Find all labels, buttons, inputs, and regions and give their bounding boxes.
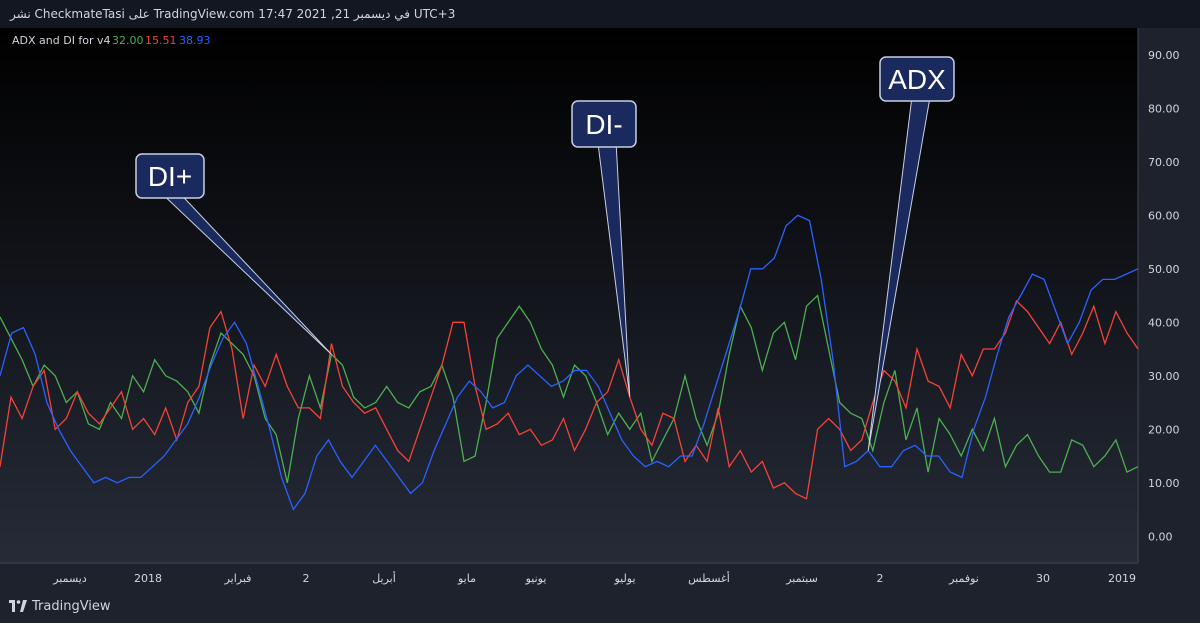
callout-box[interactable] <box>879 56 955 102</box>
footer-brand: TradingView <box>32 599 111 614</box>
x-tick-label: مايو <box>457 572 476 585</box>
y-tick-label: 60.00 <box>1148 209 1180 222</box>
x-tick-label: 2018 <box>134 572 162 585</box>
header-text: نشر CheckmateTasi على TradingView.com 17… <box>10 7 456 21</box>
y-tick-label: 90.00 <box>1148 49 1180 62</box>
y-tick-label: 50.00 <box>1148 263 1180 276</box>
tradingview-logo-icon <box>9 600 27 612</box>
series-line-diminus <box>0 299 1139 500</box>
y-tick-label: 0.00 <box>1148 530 1173 543</box>
x-tick-label: 2 <box>877 572 884 585</box>
x-tick-label: 2 <box>303 572 310 585</box>
header-bar: نشر CheckmateTasi على TradingView.com 17… <box>0 0 1200 28</box>
x-tick-label: سبتمبر <box>785 572 818 585</box>
plot-background <box>0 28 1138 563</box>
x-tick-label: يوليو <box>613 572 635 585</box>
y-axis-ticks: 90.00 80.00 70.00 60.00 50.00 40.00 30.00 20.00… <box>1148 49 1180 544</box>
legend-title: ADX and DI for v4 <box>12 34 111 47</box>
legend-plus-di-value: 32.00 <box>112 34 144 47</box>
footer-bar: TradingView <box>0 591 1200 623</box>
callout-box[interactable] <box>571 100 637 148</box>
x-tick-label: 30 <box>1036 572 1050 585</box>
legend-minus-di-value: 15.51 <box>145 34 177 47</box>
callout-label: DI- <box>585 109 622 140</box>
y-tick-label: 20.00 <box>1148 423 1180 436</box>
callout-label: DI+ <box>148 161 192 192</box>
x-axis-ticks: ديسمبر 2018 فبراير 2 أبريل مايو يونيو يوليو أغسط… <box>52 571 1136 585</box>
price-scale-background[interactable] <box>1138 28 1200 563</box>
series-line-diplus <box>0 294 1139 483</box>
y-tick-label: 70.00 <box>1148 156 1180 169</box>
y-tick-label: 10.00 <box>1148 477 1180 490</box>
legend: ADX and DI for v4 32.00 15.51 38.93 <box>12 34 211 47</box>
series-lines <box>0 214 1139 511</box>
series-line-adx <box>0 214 1139 511</box>
x-tick-label: فبراير <box>224 572 252 585</box>
time-scale-background[interactable] <box>0 563 1200 591</box>
callout-label: ADX <box>888 64 946 95</box>
y-tick-label: 40.00 <box>1148 316 1180 329</box>
x-tick-label: نوفمبر <box>948 572 979 585</box>
x-tick-label: ديسمبر <box>52 572 87 585</box>
x-tick-label: أبريل <box>372 571 396 585</box>
x-tick-label: يونيو <box>525 572 547 585</box>
legend-adx-value: 38.93 <box>179 34 211 47</box>
adx-di-chart: 90.0080.0070.0060.0050.0040.0030.0020.00… <box>0 28 1200 591</box>
callouts: DI+ DI- ADX <box>135 56 955 451</box>
x-tick-label: 2019 <box>1108 572 1136 585</box>
y-tick-label: 80.00 <box>1148 102 1180 115</box>
callout-box[interactable] <box>135 153 205 199</box>
x-tick-label: أغسطس <box>688 571 730 585</box>
y-tick-label: 30.00 <box>1148 370 1180 383</box>
